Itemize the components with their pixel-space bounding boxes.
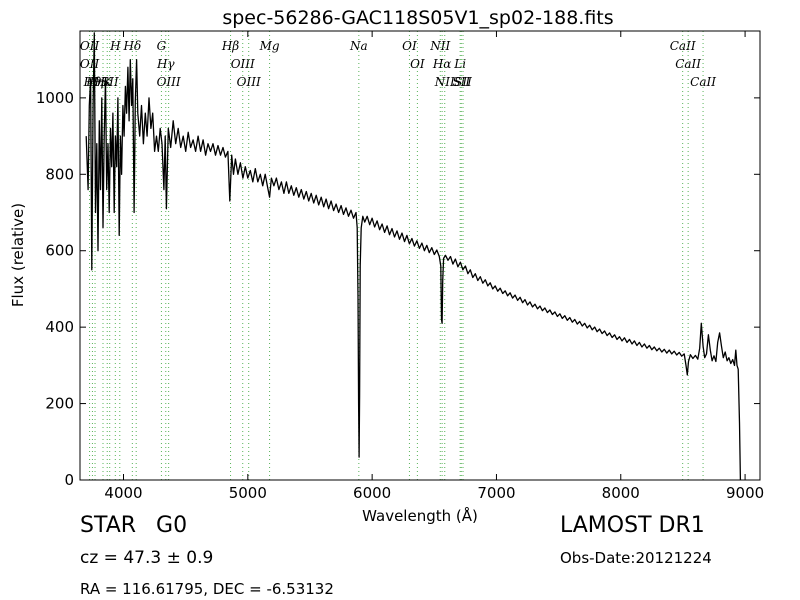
y-tick-label: 0: [64, 471, 74, 489]
spectral-line-label: Hβ: [221, 39, 239, 53]
x-axis-label: Wavelength (Å): [362, 506, 478, 525]
spectral-line-label: OI: [410, 57, 425, 71]
redshift-readout: cz = 47.3 ± 0.9: [80, 548, 213, 568]
spectral-line-label: CaII: [690, 75, 716, 89]
spectral-line-label: Mg: [259, 39, 280, 53]
spectral-line-label: SII: [454, 75, 472, 89]
spectral-line-label: H: [109, 39, 121, 53]
plot-frame: [79, 30, 761, 481]
spectral-line-label: Hα: [432, 57, 452, 71]
survey-name: LAMOST DR1: [560, 513, 705, 538]
observation-date: Obs-Date:20121224: [560, 549, 712, 567]
spectral-line-label: OII: [80, 57, 100, 71]
redshift-prefix: cz =: [80, 548, 124, 568]
x-tick-label: 9000: [726, 484, 764, 502]
y-tick-label: 200: [45, 395, 74, 413]
redshift-error: 0.9: [186, 548, 214, 568]
spectral-line-label: Li: [453, 57, 466, 71]
spectral-line-label: G: [157, 39, 167, 53]
spectral-line-label: NII: [434, 75, 455, 89]
classification: STAR G0: [80, 513, 187, 538]
y-tick-label: 600: [45, 242, 74, 260]
redshift-value: 47.3: [123, 548, 162, 568]
spectral-line-label: Hδ: [122, 39, 141, 53]
spectral-line-label: OIII: [237, 75, 261, 89]
x-tick-label: 6000: [353, 484, 391, 502]
spectral-line-label: OIII: [157, 75, 181, 89]
chart-title: spec-56286-GAC118S05V1_sp02-188.fits: [222, 7, 613, 29]
object-subclass: G0: [156, 513, 188, 538]
spectral-line-label: OII: [80, 39, 100, 53]
y-axis-label: Flux (relative): [9, 203, 27, 307]
spectral-line-label: SII: [452, 75, 470, 89]
spectral-line-label: NII: [429, 39, 450, 53]
coordinates: RA = 116.61795, DEC = -6.53132: [80, 580, 334, 598]
y-tick-label: 800: [45, 165, 74, 183]
spectral-line-label: SII: [101, 75, 119, 89]
y-tick-label: 1000: [36, 89, 74, 107]
axis-ticks: 4000 5000 6000 7000 8000 9000 0 200 400 600 800 100…: [36, 31, 764, 502]
spectral-line-label: K: [102, 75, 113, 89]
plus-minus-symbol: ±: [166, 548, 181, 568]
object-class: STAR: [80, 513, 137, 538]
x-tick-label: 4000: [104, 484, 142, 502]
x-tick-label: 8000: [602, 484, 640, 502]
y-tick-label: 400: [45, 318, 74, 336]
spectral-line-label: Hγ: [156, 57, 175, 71]
spectral-line-label: OI: [402, 39, 417, 53]
spectrum-series: [85, 32, 742, 481]
spectral-line-label: Hθ: [83, 75, 102, 89]
spectral-line-label: Na: [349, 39, 368, 53]
spectral-line-label: Hε: [94, 75, 112, 89]
spectral-line-label: OIII: [231, 57, 255, 71]
spectral-line-label: CaII: [670, 39, 696, 53]
spectral-line-label: CaII: [675, 57, 701, 71]
spectrum-line: [85, 32, 742, 481]
x-tick-label: 5000: [229, 484, 267, 502]
x-tick-label: 7000: [477, 484, 515, 502]
